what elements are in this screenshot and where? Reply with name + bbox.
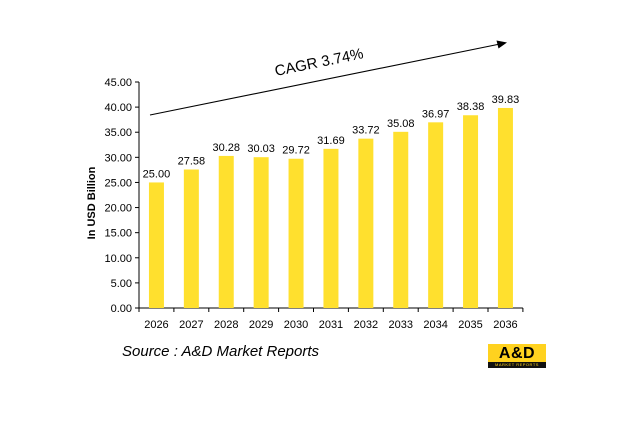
y-tick-label: 35.00 bbox=[104, 127, 132, 139]
data-label: 35.08 bbox=[387, 118, 415, 130]
y-tick-label: 10.00 bbox=[104, 253, 132, 265]
x-tick-label: 2026 bbox=[144, 319, 168, 331]
logo-subtitle: MARKET REPORTS bbox=[488, 362, 546, 368]
y-tick-label: 45.00 bbox=[104, 77, 132, 89]
x-tick-label: 2033 bbox=[389, 319, 413, 331]
source-text: Source : A&D Market Reports bbox=[122, 343, 320, 360]
data-label: 30.28 bbox=[212, 142, 240, 154]
bar bbox=[253, 157, 269, 308]
data-label: 33.72 bbox=[352, 125, 380, 137]
data-label: 38.38 bbox=[457, 101, 485, 113]
bar bbox=[358, 138, 374, 308]
x-axis: 2026 2027 2028 2029 2030 2031 2032 2033 2034 2035… bbox=[138, 307, 524, 331]
x-tick-label: 2032 bbox=[354, 319, 378, 331]
bar bbox=[183, 169, 199, 308]
y-tick-label: 15.00 bbox=[104, 228, 132, 240]
y-tick-label: 20.00 bbox=[104, 203, 132, 215]
bars bbox=[148, 107, 513, 309]
x-tick-label: 2034 bbox=[423, 319, 447, 331]
x-tick-label: 2030 bbox=[284, 319, 308, 331]
x-tick-label: 2031 bbox=[319, 319, 343, 331]
data-label: 25.00 bbox=[143, 168, 171, 180]
bar bbox=[463, 115, 479, 309]
y-tick-label: 25.00 bbox=[104, 177, 132, 189]
x-tick-label: 2036 bbox=[493, 319, 517, 331]
x-tick-label: 2035 bbox=[458, 319, 482, 331]
x-tick-label: 2028 bbox=[214, 319, 238, 331]
y-tick-label: 0.00 bbox=[111, 303, 132, 315]
cagr-arrow bbox=[149, 40, 507, 116]
x-tick-label: 2029 bbox=[249, 319, 273, 331]
data-label: 36.97 bbox=[422, 108, 450, 120]
data-label: 30.03 bbox=[247, 143, 275, 155]
data-labels: 25.00 27.58 30.28 30.03 29.72 31.69 33.72 35.08… bbox=[143, 94, 520, 180]
bar bbox=[497, 107, 513, 308]
data-label: 29.72 bbox=[282, 145, 310, 157]
data-label: 39.83 bbox=[492, 94, 520, 106]
bar bbox=[323, 148, 339, 308]
y-axis-title: In USD Billion bbox=[86, 166, 98, 239]
data-label: 27.58 bbox=[178, 155, 206, 167]
y-tick-label: 30.00 bbox=[104, 152, 132, 164]
bar bbox=[148, 182, 164, 308]
y-tick-label: 40.00 bbox=[104, 102, 132, 114]
bar bbox=[288, 158, 304, 308]
bar bbox=[218, 155, 234, 308]
x-tick-label: 2027 bbox=[179, 319, 203, 331]
company-logo: A&D MARKET REPORTS bbox=[488, 344, 546, 368]
y-tick-label: 5.00 bbox=[111, 278, 132, 290]
y-axis: 0.00 5.00 10.00 15.00 20.00 25.00 30.00 35.00 40… bbox=[104, 77, 140, 315]
data-label: 31.69 bbox=[317, 135, 345, 147]
bar bbox=[428, 122, 444, 308]
logo-title: A&D bbox=[498, 345, 536, 362]
bar bbox=[393, 131, 409, 308]
